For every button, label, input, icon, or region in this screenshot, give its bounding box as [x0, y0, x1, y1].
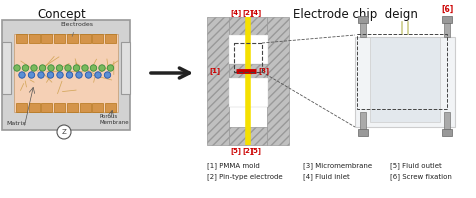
Text: [5] Fluid outlet: [5] Fluid outlet: [390, 162, 442, 169]
Circle shape: [73, 65, 79, 71]
Circle shape: [38, 72, 44, 78]
Bar: [92, 103, 103, 112]
Text: [4]: [4]: [250, 9, 261, 16]
Circle shape: [76, 72, 82, 78]
Bar: [442, 129, 452, 136]
Bar: [54, 34, 65, 43]
Circle shape: [99, 65, 105, 71]
Bar: [41, 103, 52, 112]
Bar: [79, 103, 90, 112]
Bar: [357, 34, 447, 109]
Text: [2]: [2]: [242, 147, 254, 154]
Text: [6] Screw fixation: [6] Screw fixation: [390, 173, 452, 180]
Circle shape: [19, 72, 25, 78]
Bar: [234, 43, 262, 72]
Bar: [267, 17, 289, 145]
Bar: [248, 78, 268, 107]
Text: [1]: [1]: [209, 68, 220, 74]
Text: [2]: [2]: [242, 9, 254, 16]
Circle shape: [56, 65, 63, 71]
Text: Porous
Membrane: Porous Membrane: [100, 114, 129, 125]
Bar: [121, 42, 130, 94]
Bar: [207, 17, 229, 145]
Bar: [444, 22, 450, 37]
Bar: [370, 37, 440, 122]
Bar: [67, 103, 78, 112]
Bar: [248, 35, 268, 64]
Circle shape: [22, 65, 29, 71]
Text: [5]: [5]: [250, 147, 261, 154]
Bar: [41, 34, 52, 43]
Circle shape: [14, 65, 20, 71]
Circle shape: [57, 125, 71, 139]
Circle shape: [82, 65, 88, 71]
Bar: [29, 103, 40, 112]
Circle shape: [85, 72, 92, 78]
Text: [1] PMMA mold: [1] PMMA mold: [207, 162, 260, 169]
Circle shape: [65, 65, 71, 71]
Text: [3]: [3]: [258, 68, 269, 74]
Text: Concept: Concept: [38, 8, 86, 21]
Bar: [14, 34, 118, 112]
Circle shape: [40, 65, 46, 71]
Circle shape: [47, 72, 54, 78]
Bar: [358, 16, 368, 23]
Bar: [54, 103, 65, 112]
Bar: [358, 129, 368, 136]
Bar: [360, 22, 366, 37]
Circle shape: [28, 72, 35, 78]
Circle shape: [90, 65, 97, 71]
Circle shape: [48, 65, 54, 71]
Circle shape: [66, 72, 73, 78]
Bar: [105, 34, 116, 43]
Bar: [79, 34, 90, 43]
Bar: [229, 78, 247, 107]
Text: Z: Z: [61, 129, 67, 135]
Text: [6]: [6]: [441, 5, 453, 14]
Bar: [92, 34, 103, 43]
Bar: [229, 35, 247, 64]
Bar: [355, 37, 455, 127]
Bar: [360, 112, 366, 130]
Bar: [67, 34, 78, 43]
Bar: [2, 20, 130, 130]
Circle shape: [57, 72, 63, 78]
Text: [2] Pin-type electrode: [2] Pin-type electrode: [207, 173, 283, 180]
Bar: [29, 34, 40, 43]
Text: [4] Fluid inlet: [4] Fluid inlet: [303, 173, 350, 180]
Text: Electrode chip  deign: Electrode chip deign: [293, 8, 417, 21]
Text: [4]: [4]: [230, 9, 241, 16]
Bar: [16, 34, 27, 43]
Bar: [444, 112, 450, 130]
Bar: [442, 16, 452, 23]
Text: Matrix: Matrix: [6, 121, 26, 126]
Circle shape: [95, 72, 101, 78]
Circle shape: [104, 72, 111, 78]
Bar: [229, 17, 267, 35]
Bar: [2, 42, 11, 94]
Bar: [229, 127, 267, 145]
Text: Electrodes: Electrodes: [60, 22, 93, 36]
Circle shape: [31, 65, 37, 71]
Circle shape: [107, 65, 114, 71]
Bar: [229, 64, 267, 78]
Bar: [105, 103, 116, 112]
Bar: [16, 103, 27, 112]
Text: [3] Micromembrane: [3] Micromembrane: [303, 162, 372, 169]
Text: [5]: [5]: [230, 147, 241, 154]
